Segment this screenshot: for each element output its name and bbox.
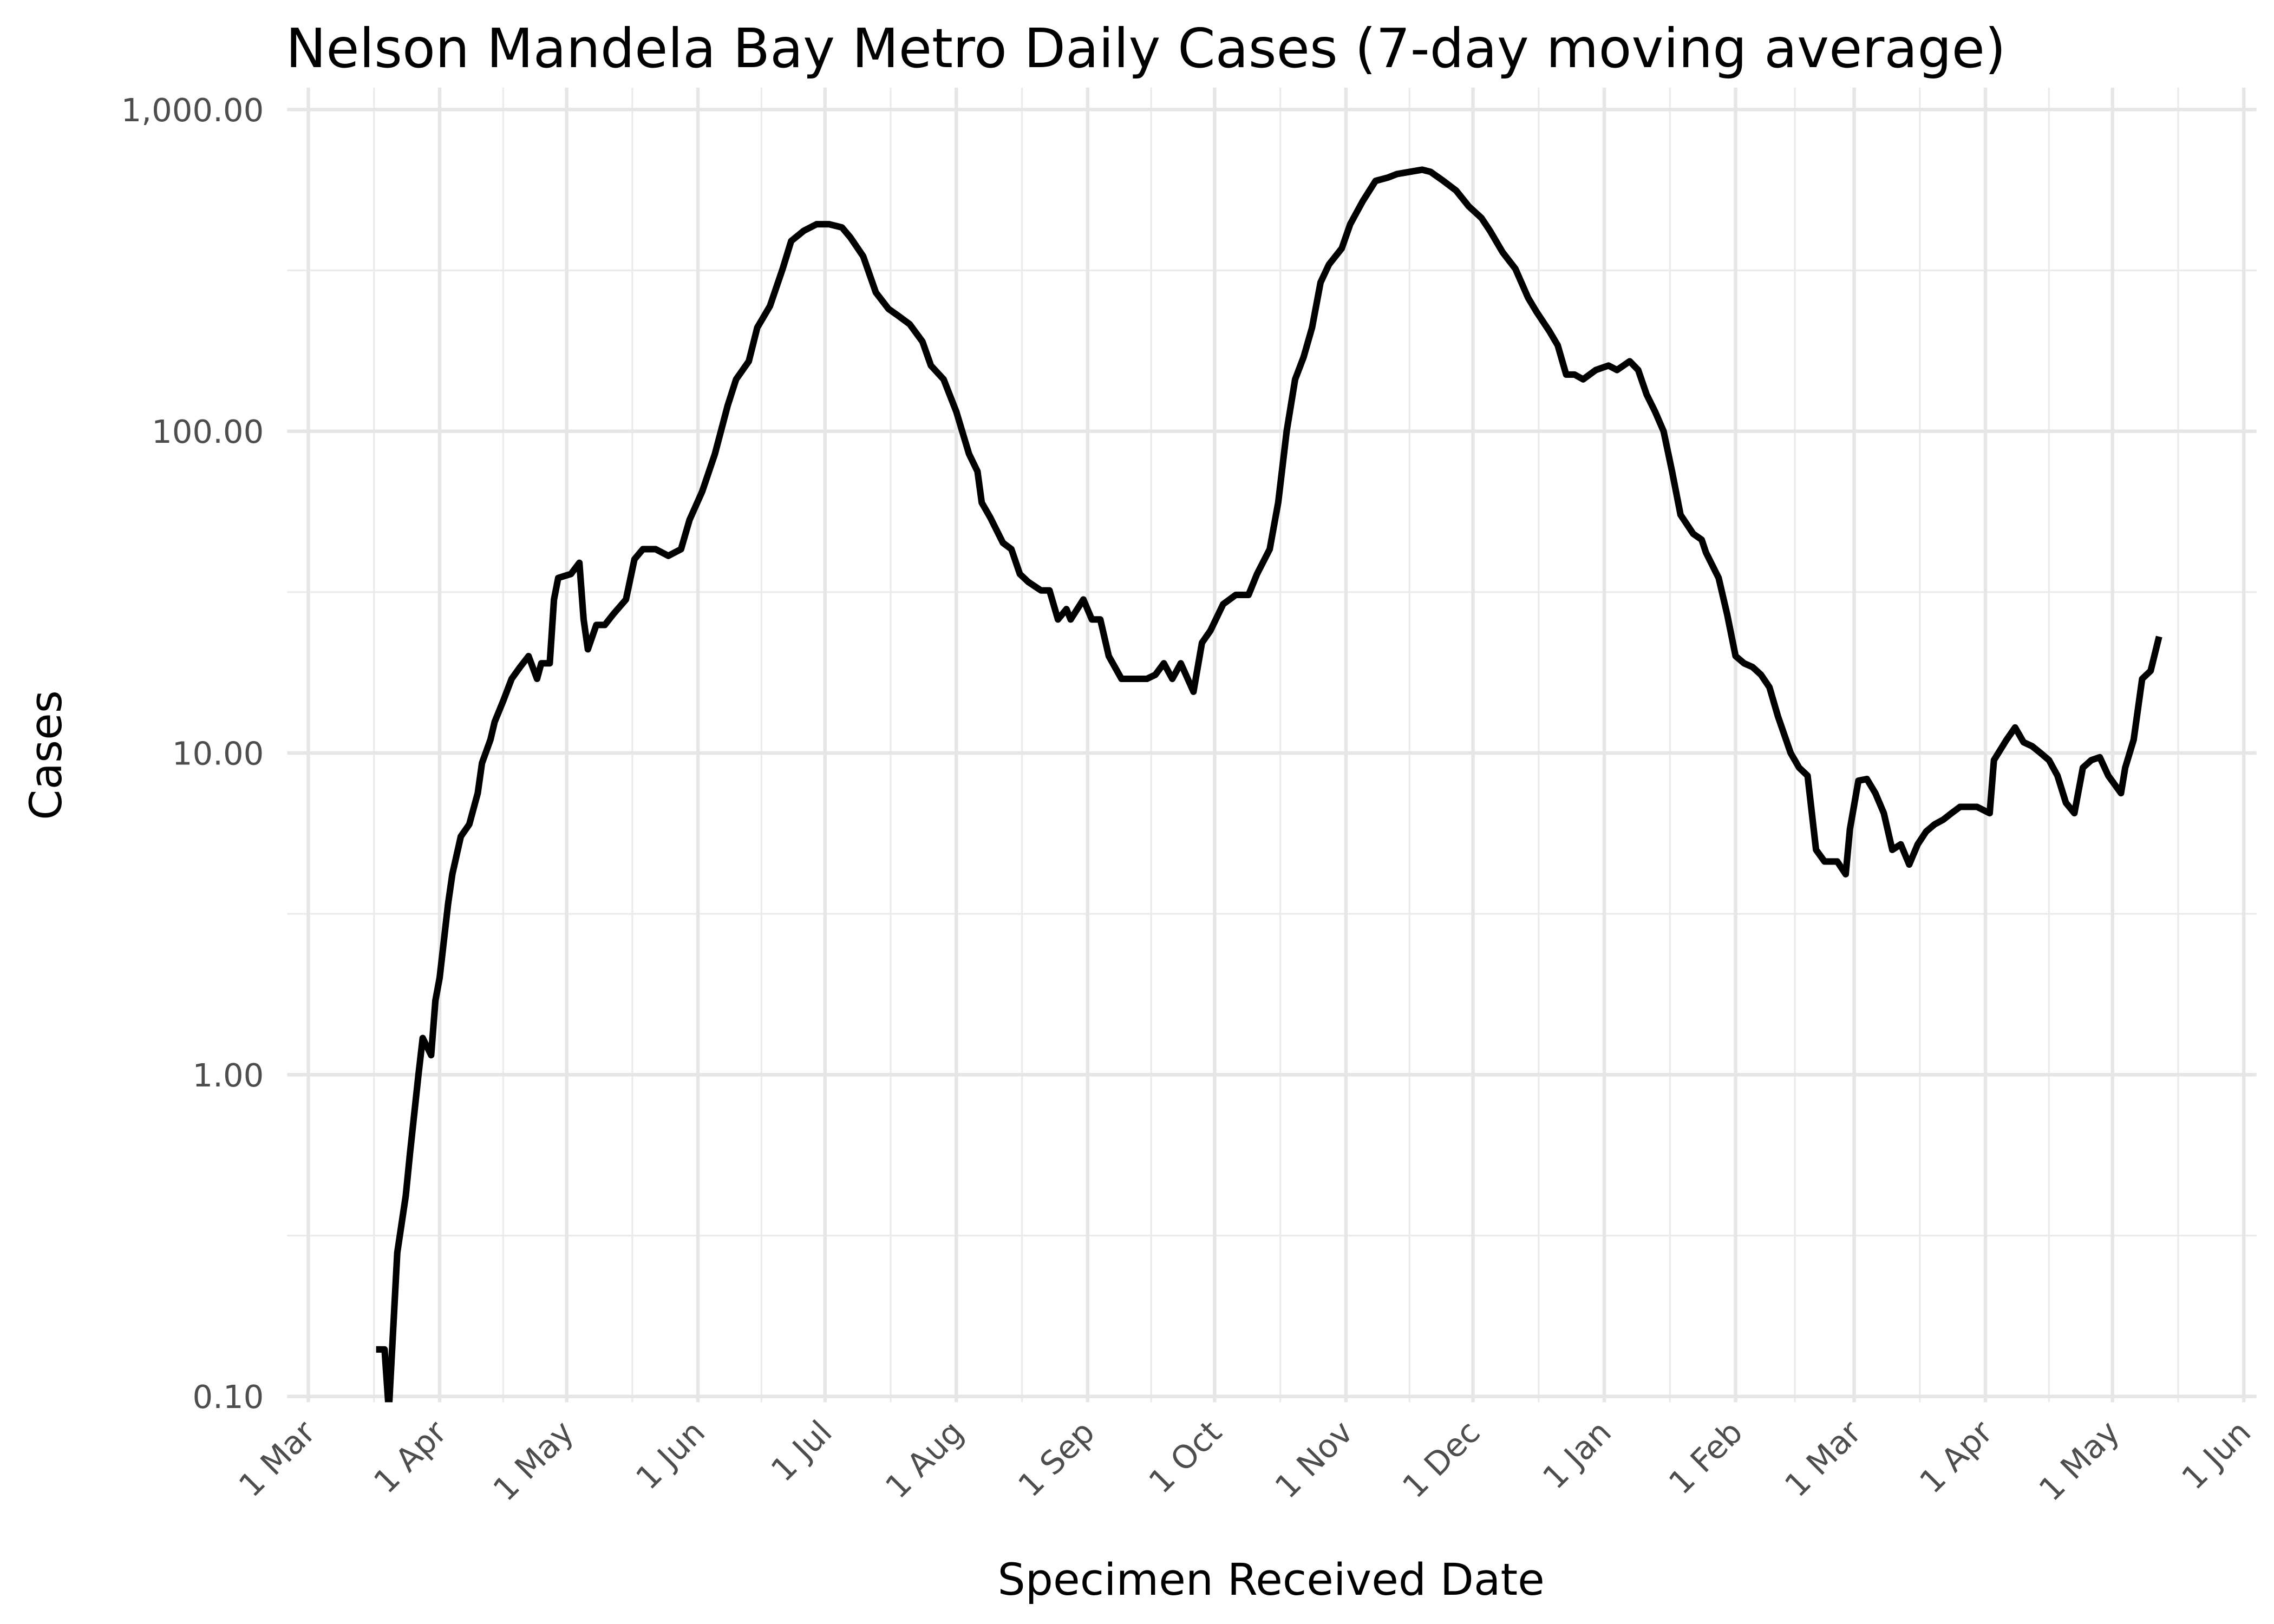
x-tick-label: 1 Apr xyxy=(1912,1413,2000,1501)
axes: 0.10 1.00 10.00 100.00 1,000.00 1 Mar 1 Apr 1 M… xyxy=(121,91,2258,1508)
x-tick-label: 1 Sep xyxy=(1011,1413,1102,1504)
x-tick-label: 1 Aug xyxy=(878,1413,971,1506)
y-tick-label: 1.00 xyxy=(192,1057,264,1094)
x-tick-label: 1 Jul xyxy=(764,1413,839,1489)
x-tick-label: 1 May xyxy=(486,1413,580,1508)
x-tick-label: 1 Nov xyxy=(1268,1413,1360,1505)
data-line xyxy=(376,166,2162,1403)
y-tick-label: 0.10 xyxy=(192,1378,264,1416)
x-tick-label: 1 Jun xyxy=(629,1413,712,1497)
x-tick-label: 1 Jun xyxy=(2174,1413,2258,1497)
chart-title: Nelson Mandela Bay Metro Daily Cases (7-… xyxy=(286,18,2006,80)
x-axis-title: Specimen Received Date xyxy=(998,1555,1545,1606)
x-tick-label: 1 May xyxy=(2031,1413,2126,1508)
y-tick-label: 100.00 xyxy=(152,413,264,450)
y-tick-label: 1,000.00 xyxy=(121,91,264,129)
x-tick-label: 1 Feb xyxy=(1662,1413,1750,1502)
plot-area xyxy=(376,166,2162,1403)
x-tick-label: 1 Mar xyxy=(232,1413,323,1504)
x-tick-label: 1 Apr xyxy=(367,1413,454,1501)
x-tick-label: 1 Dec xyxy=(1395,1413,1487,1505)
grid xyxy=(287,87,2257,1403)
x-tick-label: 1 Mar xyxy=(1778,1413,1868,1504)
x-tick-label: 1 Jan xyxy=(1535,1413,1618,1496)
y-axis-title: Cases xyxy=(21,690,72,820)
y-tick-label: 10.00 xyxy=(172,735,264,772)
x-tick-label: 1 Oct xyxy=(1141,1413,1229,1501)
